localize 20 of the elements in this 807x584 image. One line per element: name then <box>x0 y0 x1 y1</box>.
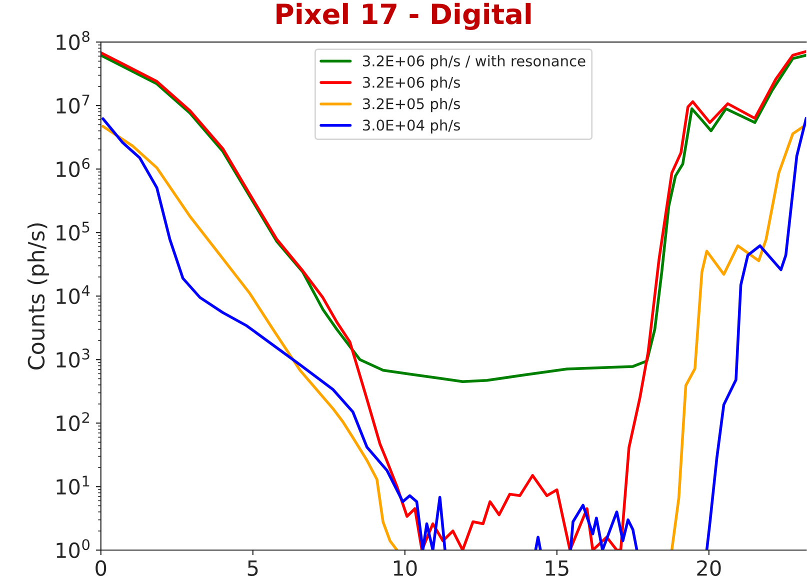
x-tick-label: 10 <box>394 560 417 576</box>
y-tick-label: 10$^{8}$ <box>56 31 90 50</box>
legend-label: 3.2E+06 ph/s <box>362 76 460 91</box>
legend-label: 3.2E+06 ph/s / with resonance <box>362 55 586 70</box>
x-tick-label: 0 <box>96 560 106 576</box>
y-axis-title: Counts (ph/s) <box>27 223 49 370</box>
y-tick-label: 10$^{3}$ <box>56 348 90 368</box>
x-tick-label: 5 <box>248 560 258 576</box>
chart-title: Pixel 17 - Digital <box>276 2 531 30</box>
y-tick-label: 10$^{2}$ <box>56 412 90 432</box>
y-tick-label: 10$^{7}$ <box>56 94 90 114</box>
legend-label: 3.2E+05 ph/s <box>362 98 460 112</box>
y-tick-label: 10$^{0}$ <box>56 539 90 558</box>
y-tick-label: 10$^{1}$ <box>56 476 90 495</box>
y-tick-label: 10$^{6}$ <box>56 158 90 178</box>
x-tick-label: 20 <box>697 560 721 576</box>
y-tick-label: 10$^{5}$ <box>56 222 90 241</box>
legend-label: 3.0E+04 ph/s <box>362 119 460 134</box>
x-tick-label: 15 <box>546 560 568 576</box>
y-tick-label: 10$^{4}$ <box>56 285 90 304</box>
